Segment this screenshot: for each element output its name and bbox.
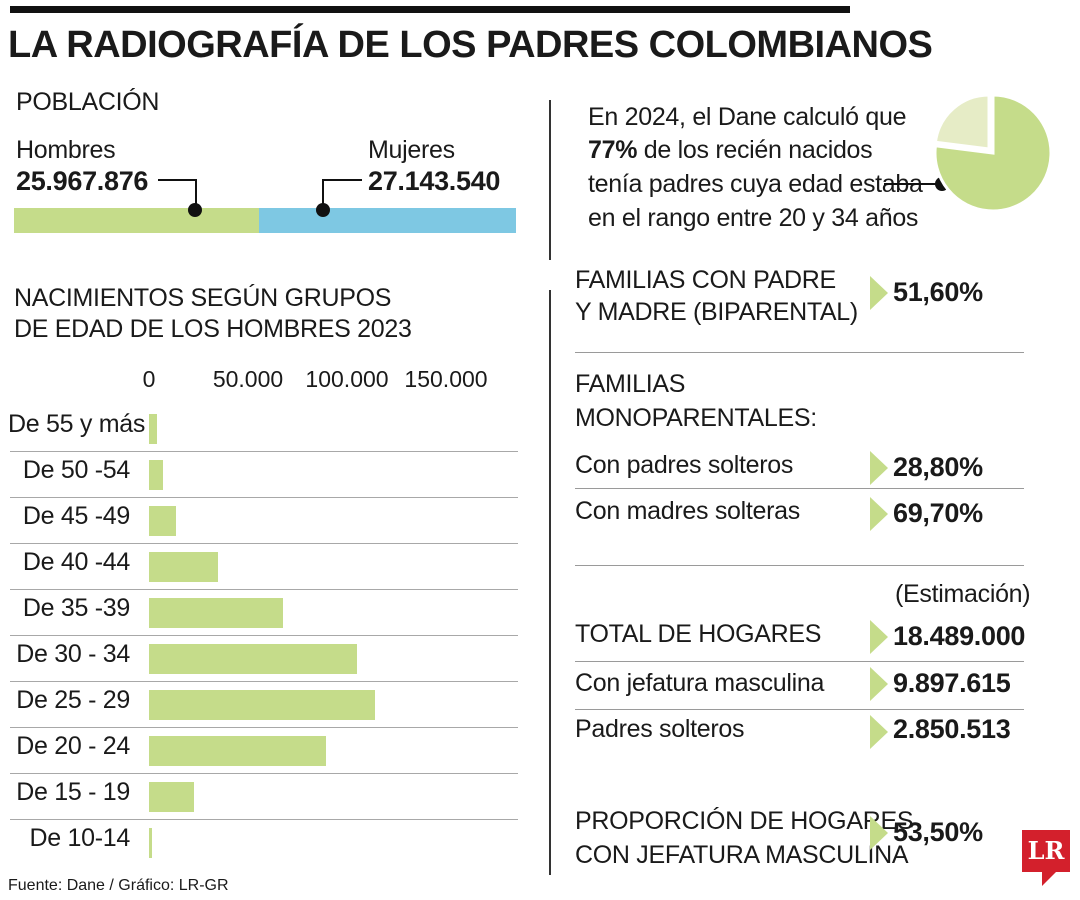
divider-top bbox=[549, 100, 551, 260]
x-tick-label: 0 bbox=[142, 366, 156, 392]
biparental-line1: FAMILIAS CON PADRE bbox=[575, 266, 836, 294]
row-divider bbox=[10, 819, 518, 820]
jefatura-value: 9.897.615 bbox=[893, 668, 1011, 698]
row-divider bbox=[10, 635, 518, 636]
top-rule bbox=[10, 6, 850, 13]
divider-familias bbox=[575, 352, 1024, 353]
divider-hogares bbox=[575, 565, 1024, 566]
category-label: De 30 - 34 bbox=[16, 640, 130, 668]
madres-solteras-value: 69,70% bbox=[893, 498, 983, 528]
pie-note-line3: tenía padres cuya edad estaba bbox=[588, 170, 923, 198]
bar bbox=[149, 644, 357, 674]
pie-note-percent: 77% bbox=[588, 136, 638, 164]
pie-slice-rest bbox=[933, 93, 991, 151]
poblacion-bar-mujeres bbox=[259, 208, 516, 233]
pie-note-line2: 77% de los recién nacidos bbox=[588, 136, 873, 165]
hogares-padres-solteros-label: Padres solteros bbox=[575, 715, 745, 743]
category-label: De 45 -49 bbox=[22, 502, 130, 530]
bar bbox=[149, 828, 152, 858]
row-divider bbox=[10, 589, 518, 590]
category-label: De 20 - 24 bbox=[16, 732, 130, 760]
pie-slice-20-34 bbox=[933, 93, 1053, 213]
padres-solteros-value: 28,80% bbox=[893, 452, 983, 482]
arrow-icon bbox=[870, 620, 888, 654]
proporcion-line1: PROPORCIÓN DE HOGARES bbox=[575, 807, 914, 835]
arrow-icon bbox=[870, 667, 888, 701]
poblacion-header: POBLACIÓN bbox=[16, 88, 160, 116]
row-divider bbox=[10, 451, 518, 452]
biparental-value: 51,60% bbox=[893, 277, 983, 307]
total-hogares-value: 18.489.000 bbox=[893, 621, 1026, 651]
bar bbox=[149, 460, 163, 490]
hogares-padres-solteros-value: 2.850.513 bbox=[893, 714, 1011, 744]
pie-note-line4: en el rango entre 20 y 34 años bbox=[588, 204, 919, 232]
pie-note-line2-rest: de los recién nacidos bbox=[637, 136, 873, 164]
mujeres-label: Mujeres bbox=[368, 136, 455, 164]
births-bar-chart: 0 50.000 100.000 150.000 De 55 y más De 50 -5… bbox=[0, 360, 540, 860]
madres-solteras-label: Con madres solteras bbox=[575, 497, 800, 525]
bar bbox=[149, 736, 327, 766]
hombres-connector-h bbox=[158, 179, 196, 181]
bar bbox=[149, 782, 194, 812]
arrow-icon bbox=[870, 816, 888, 850]
proporcion-value: 53,50% bbox=[893, 817, 983, 847]
arrow-icon bbox=[870, 715, 888, 749]
biparental-line2: Y MADRE (BIPARENTAL) bbox=[575, 298, 858, 326]
divider-main bbox=[549, 290, 551, 875]
bar bbox=[149, 598, 283, 628]
poblacion-bar bbox=[14, 208, 516, 233]
chart-title-line1: NACIMIENTOS SEGÚN GRUPOS bbox=[14, 284, 392, 312]
poblacion-bar-hombres bbox=[14, 208, 259, 233]
arrow-icon bbox=[870, 497, 888, 531]
divider-jefatura bbox=[575, 709, 1024, 710]
proporcion-line2: CON JEFATURA MASCULINA bbox=[575, 841, 909, 869]
hombres-dot bbox=[188, 203, 202, 217]
row-divider bbox=[10, 727, 518, 728]
bar bbox=[149, 552, 219, 582]
lr-logo: LR bbox=[1022, 830, 1070, 872]
arrow-icon bbox=[870, 276, 888, 310]
estimacion-note: (Estimación) bbox=[895, 580, 1031, 608]
page-title: LA RADIOGRAFÍA DE LOS PADRES COLOMBIANOS bbox=[8, 24, 933, 66]
x-tick-label: 100.000 bbox=[305, 366, 389, 392]
hombres-connector-v bbox=[195, 179, 197, 209]
chart-title-line2: DE EDAD DE LOS HOMBRES 2023 bbox=[14, 315, 412, 343]
pie-connector bbox=[884, 183, 942, 185]
pie-chart bbox=[933, 93, 1053, 213]
padres-solteros-label: Con padres solteros bbox=[575, 451, 794, 479]
category-label: De 40 -44 bbox=[22, 548, 130, 576]
hombres-value: 25.967.876 bbox=[16, 166, 149, 196]
row-divider bbox=[10, 497, 518, 498]
mono-line2: MONOPARENTALES: bbox=[575, 404, 817, 432]
row-divider bbox=[10, 773, 518, 774]
category-label: De 25 - 29 bbox=[16, 686, 130, 714]
bar bbox=[149, 690, 375, 720]
x-tick-label: 150.000 bbox=[404, 366, 488, 392]
pie-note-line1: En 2024, el Dane calculó que bbox=[588, 103, 907, 131]
category-label: De 55 y más bbox=[8, 410, 146, 438]
source-note: Fuente: Dane / Gráfico: LR-GR bbox=[8, 877, 229, 894]
divider-mono bbox=[575, 488, 1024, 489]
category-label: De 35 -39 bbox=[22, 594, 130, 622]
mujeres-connector-v bbox=[322, 179, 324, 209]
bar bbox=[149, 506, 176, 536]
bar bbox=[149, 414, 157, 444]
arrow-icon bbox=[870, 451, 888, 485]
divider-total bbox=[575, 661, 1024, 662]
row-divider bbox=[10, 543, 518, 544]
mujeres-dot bbox=[316, 203, 330, 217]
jefatura-label: Con jefatura masculina bbox=[575, 669, 825, 697]
x-tick-label: 50.000 bbox=[212, 366, 284, 392]
category-label: De 15 - 19 bbox=[16, 778, 130, 806]
mujeres-value: 27.143.540 bbox=[368, 166, 501, 196]
category-label: De 50 -54 bbox=[22, 456, 130, 484]
hombres-label: Hombres bbox=[16, 136, 116, 164]
category-label: De 10-14 bbox=[29, 824, 131, 852]
mujeres-connector-h bbox=[322, 179, 362, 181]
total-hogares-label: TOTAL DE HOGARES bbox=[575, 620, 822, 648]
lr-logo-tail bbox=[1042, 872, 1056, 886]
mono-line1: FAMILIAS bbox=[575, 370, 686, 398]
row-divider bbox=[10, 681, 518, 682]
